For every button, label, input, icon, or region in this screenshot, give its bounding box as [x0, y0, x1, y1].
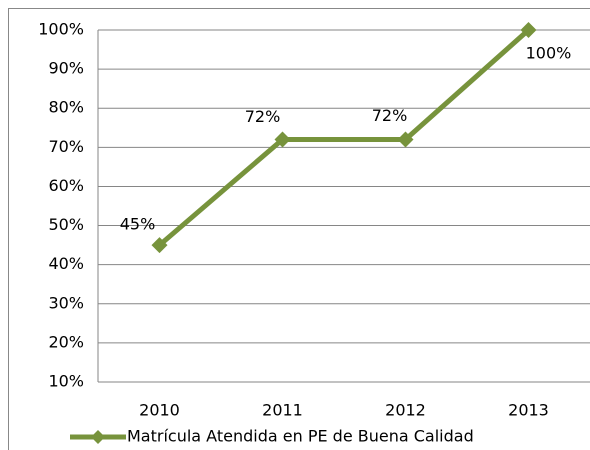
- point-marker: [151, 237, 168, 254]
- y-tick-label: 60%: [48, 176, 84, 195]
- data-label: 72%: [245, 107, 281, 126]
- x-tick-label: 2010: [139, 401, 180, 420]
- x-tick-label: 2013: [508, 401, 549, 420]
- y-tick-label: 70%: [48, 137, 84, 156]
- point-marker: [397, 131, 414, 148]
- y-tick-label: 50%: [48, 215, 84, 234]
- point-marker: [520, 22, 537, 38]
- legend-label: Matrícula Atendida en PE de Buena Calida…: [127, 427, 474, 446]
- y-tick-label: 90%: [48, 59, 84, 78]
- x-tick-label: 2012: [385, 401, 426, 420]
- legend-marker: [91, 430, 105, 444]
- series-line: [157, 28, 531, 248]
- data-label: 45%: [120, 215, 156, 234]
- x-tick-label: 2011: [262, 401, 303, 420]
- y-tick-label: 10%: [48, 372, 84, 391]
- y-tick-label: 30%: [48, 293, 84, 312]
- y-tick-label: 20%: [48, 332, 84, 351]
- data-label: 72%: [372, 106, 408, 125]
- chart-frame: [8, 8, 590, 450]
- data-label: 100%: [526, 44, 572, 63]
- point-marker: [274, 131, 291, 148]
- y-tick-label: 80%: [48, 98, 84, 117]
- y-tick-label: 100%: [38, 20, 84, 39]
- y-tick-label: 40%: [48, 254, 84, 273]
